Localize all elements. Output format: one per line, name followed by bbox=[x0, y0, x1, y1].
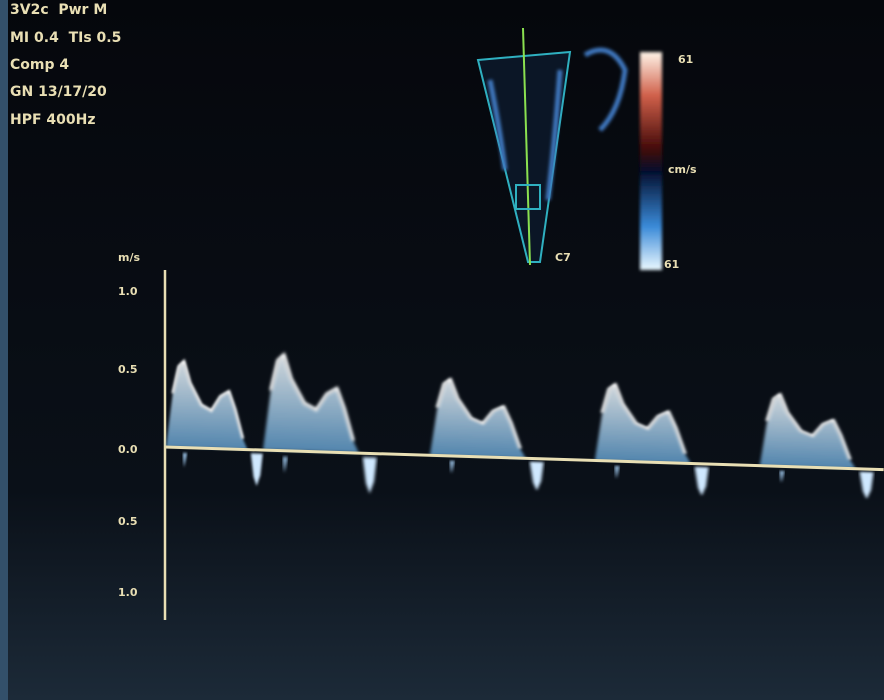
velocity-label: 0.5 bbox=[118, 515, 138, 528]
screen-bezel bbox=[0, 0, 8, 700]
velocity-label: 1.0 bbox=[118, 586, 138, 599]
status-line: Comp 4 bbox=[10, 57, 69, 73]
status-line: HPF 400Hz bbox=[10, 112, 96, 128]
status-line: MI 0.4 TIs 0.5 bbox=[10, 30, 121, 46]
status-line: 3V2c Pwr M bbox=[10, 2, 107, 18]
color-scale-max: 61 bbox=[678, 53, 693, 66]
status-line: GN 13/17/20 bbox=[10, 84, 107, 100]
probe-label: C7 bbox=[555, 251, 571, 264]
velocity-label: 0.0 bbox=[118, 443, 138, 456]
velocity-label: 0.5 bbox=[118, 363, 138, 376]
velocity-unit: m/s bbox=[118, 251, 140, 264]
ultrasound-screen: 3V2c Pwr M MI 0.4 TIs 0.5 Comp 4 GN 13/1… bbox=[0, 0, 884, 700]
color-scale-unit: cm/s bbox=[668, 163, 697, 176]
color-scale-min: 61 bbox=[664, 258, 679, 271]
velocity-label: 1.0 bbox=[118, 285, 138, 298]
